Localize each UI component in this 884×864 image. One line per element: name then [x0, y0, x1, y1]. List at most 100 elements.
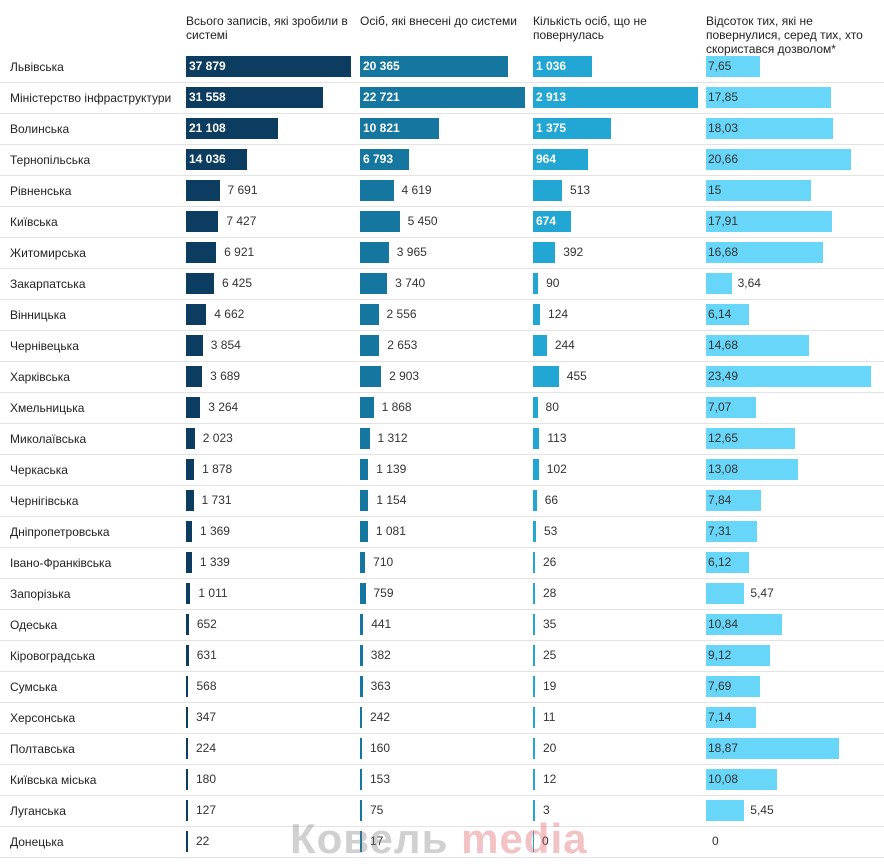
bar-percent	[706, 397, 756, 418]
cell-total: 3 854	[186, 335, 351, 356]
cell-percent: 23,49	[706, 366, 871, 387]
table-row: Волинська 21 108 10 821 1 375 18,03	[0, 114, 884, 145]
bar-total	[186, 769, 188, 790]
bar-not_returned	[533, 428, 540, 449]
cell-total: 4 662	[186, 304, 351, 325]
value-percent: 9,12	[708, 648, 732, 662]
bar-entered	[360, 552, 366, 573]
cell-total: 1 339	[186, 552, 351, 573]
value-not_returned: 2 913	[536, 90, 567, 104]
bar-not_returned	[533, 490, 537, 511]
cell-not_returned: 392	[533, 242, 698, 263]
bar-total	[186, 738, 188, 759]
value-percent: 17,85	[708, 90, 739, 104]
table-row: Міністерство інфраструктури 31 558 22 721 2…	[0, 83, 884, 114]
cell-entered: 153	[360, 769, 525, 790]
value-total: 3 264	[208, 400, 239, 414]
bar-entered	[360, 831, 362, 852]
region-label: Сумська	[10, 680, 58, 694]
value-entered: 4 619	[401, 183, 432, 197]
cell-total: 31 558	[186, 87, 351, 108]
bar-not_returned	[533, 459, 539, 480]
value-entered: 710	[373, 555, 394, 569]
value-percent: 6,12	[708, 555, 732, 569]
table-row: Дніпропетровська 1 369 1 081 53 7,31	[0, 517, 884, 548]
cell-percent: 14,68	[706, 335, 871, 356]
bar-total	[186, 800, 188, 821]
value-not_returned: 66	[544, 493, 559, 507]
value-total: 652	[196, 617, 217, 631]
value-entered: 10 821	[363, 121, 400, 135]
value-percent: 23,49	[708, 369, 739, 383]
value-not_returned: 11	[543, 710, 556, 724]
value-not_returned: 35	[543, 617, 557, 631]
bar-total	[186, 242, 217, 263]
bar-not_returned	[533, 707, 535, 728]
bar-percent	[706, 428, 795, 449]
bar-total	[186, 707, 188, 728]
cell-entered: 17	[360, 831, 525, 852]
data-table: Львівська 37 879 20 365 1 036 7,65 Міністерст…	[0, 52, 884, 858]
bar-entered	[360, 614, 364, 635]
cell-total: 1 369	[186, 521, 351, 542]
region-label: Рівненська	[10, 184, 72, 198]
cell-percent: 7,69	[706, 676, 871, 697]
value-percent: 18,87	[708, 741, 739, 755]
cell-not_returned: 66	[533, 490, 698, 511]
value-entered: 75	[370, 803, 384, 817]
header-total: Всього записів, які зробили в системі	[186, 14, 348, 42]
value-total: 4 662	[214, 307, 245, 321]
cell-not_returned: 3	[533, 800, 698, 821]
bar-percent	[706, 521, 758, 542]
cell-percent: 5,47	[706, 583, 871, 604]
value-not_returned: 674	[536, 214, 557, 228]
bar-percent	[706, 707, 757, 728]
bar-percent	[706, 645, 771, 666]
cell-not_returned: 35	[533, 614, 698, 635]
bar-entered	[360, 366, 382, 387]
value-entered: 1 081	[375, 524, 406, 538]
bar-not_returned	[533, 335, 547, 356]
bar-entered	[360, 738, 362, 759]
bar-entered	[360, 211, 400, 232]
cell-entered: 2 556	[360, 304, 525, 325]
cell-total: 347	[186, 707, 351, 728]
value-not_returned: 53	[544, 524, 558, 538]
value-percent: 7,14	[708, 710, 732, 724]
bar-entered	[360, 273, 388, 294]
cell-percent: 15	[706, 180, 871, 201]
table-row: Київська міська 180 153 12 10,08	[0, 765, 884, 796]
value-percent: 7,65	[708, 59, 732, 73]
value-not_returned: 19	[543, 679, 557, 693]
region-label: Львівська	[10, 60, 64, 74]
bar-not_returned	[533, 552, 535, 573]
bar-percent	[706, 738, 839, 759]
table-row: Чернівецька 3 854 2 653 244 14,68	[0, 331, 884, 362]
value-entered: 382	[370, 648, 391, 662]
bar-total	[186, 149, 248, 170]
value-percent: 10,84	[708, 617, 739, 631]
table-row: Миколаївська 2 023 1 312 113 12,65	[0, 424, 884, 455]
cell-percent: 5,45	[706, 800, 871, 821]
value-total: 31 558	[189, 90, 226, 104]
bar-percent	[706, 769, 777, 790]
cell-percent: 18,87	[706, 738, 871, 759]
value-not_returned: 455	[566, 369, 587, 383]
value-not_returned: 1 036	[536, 59, 567, 73]
bar-not_returned	[533, 149, 588, 170]
value-percent: 3,64	[737, 276, 761, 290]
bar-entered	[360, 87, 525, 108]
cell-percent: 13,08	[706, 459, 871, 480]
region-label: Київська	[10, 215, 58, 229]
bar-percent	[706, 118, 833, 139]
value-total: 1 731	[201, 493, 232, 507]
bar-not_returned	[533, 366, 559, 387]
cell-percent: 10,08	[706, 769, 871, 790]
cell-entered: 22 721	[360, 87, 525, 108]
cell-percent: 6,12	[706, 552, 871, 573]
value-total: 37 879	[189, 59, 226, 73]
cell-not_returned: 1 375	[533, 118, 698, 139]
bar-total	[186, 614, 189, 635]
cell-total: 127	[186, 800, 351, 821]
bar-percent	[706, 180, 812, 201]
